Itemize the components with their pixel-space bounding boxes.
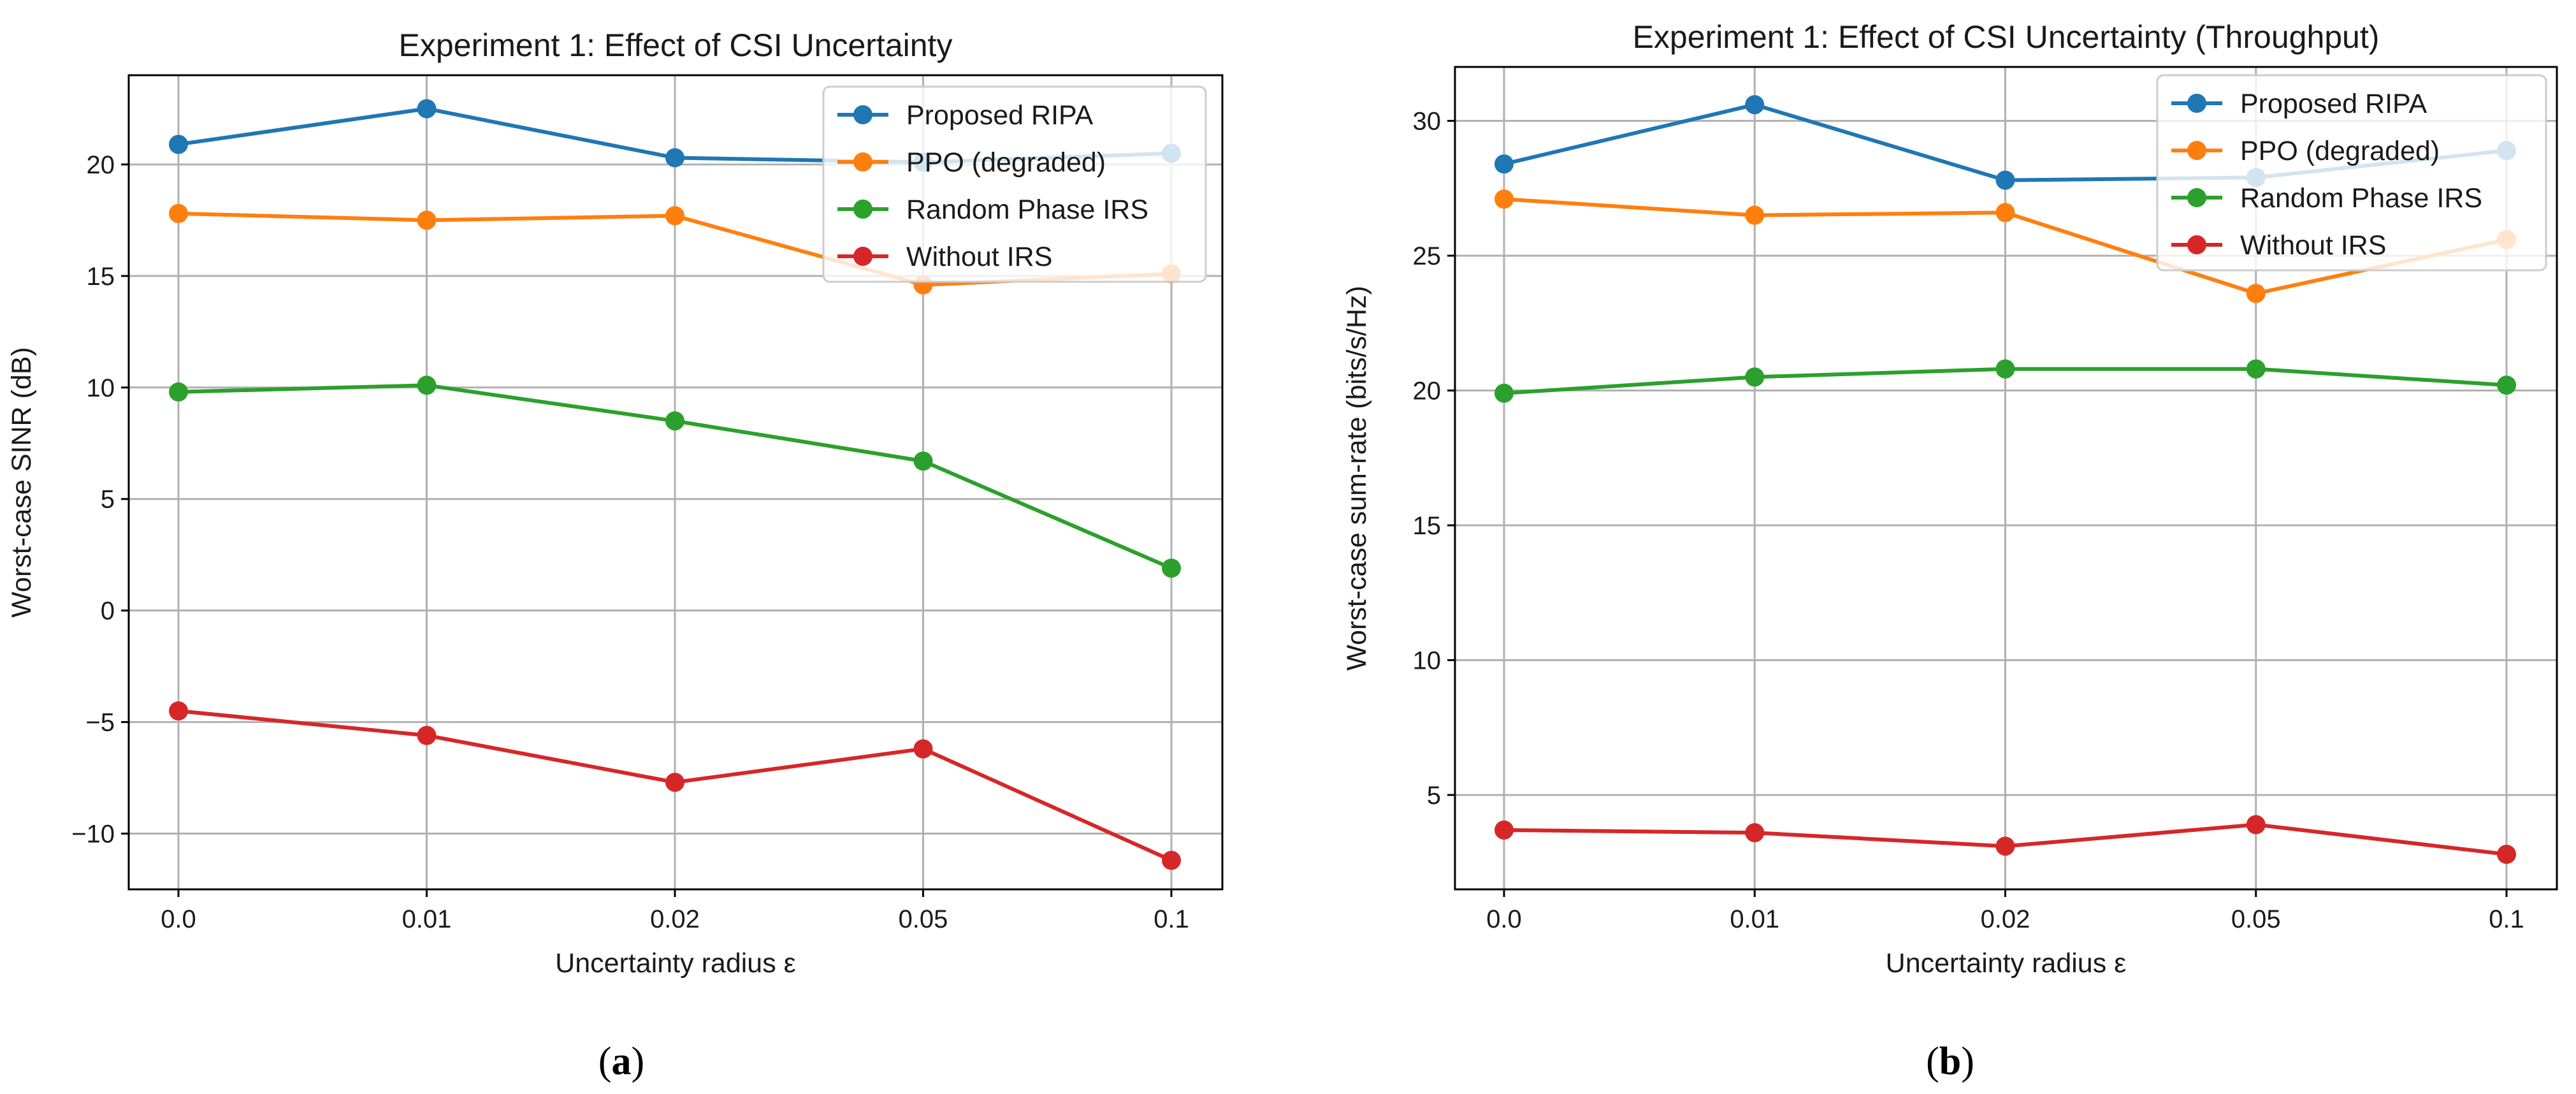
legend-label: PPO (degraded) <box>2240 136 2440 166</box>
y-tick-label: 10 <box>1413 646 1442 675</box>
data-point <box>665 148 684 168</box>
y-tick-label: 5 <box>101 486 115 514</box>
legend-item: Proposed RIPA <box>837 100 1094 131</box>
x-tick-label: 0.05 <box>2231 905 2281 933</box>
data-point <box>1494 189 1514 209</box>
data-point <box>2246 815 2266 835</box>
legend-marker <box>853 247 872 266</box>
data-point <box>665 773 684 792</box>
data-point <box>1995 203 2015 222</box>
data-point <box>665 206 684 226</box>
data-point <box>913 739 933 759</box>
y-tick-label: 5 <box>1427 782 1441 810</box>
data-point <box>1494 383 1514 403</box>
legend: Proposed RIPA PPO (degraded) Random Phase … <box>2156 74 2547 272</box>
y-tick-label: −5 <box>85 709 115 737</box>
y-tick-label: 0 <box>101 597 115 625</box>
legend-item: Without IRS <box>2171 230 2386 261</box>
legend-marker <box>2187 188 2206 207</box>
subfigure-caption: (a) <box>598 1040 644 1083</box>
data-point <box>417 376 437 395</box>
chart-title: Experiment 1: Effect of CSI Uncertainty <box>399 27 953 63</box>
series-random-phase-irs <box>1494 359 2516 403</box>
legend-label: Proposed RIPA <box>2240 89 2428 119</box>
legend-item: PPO (degraded) <box>2171 136 2440 166</box>
legend-marker <box>853 200 872 219</box>
data-point <box>1494 820 1514 840</box>
data-point <box>1745 205 1765 225</box>
data-point <box>169 135 188 154</box>
data-point <box>169 203 188 223</box>
x-axis-label: Uncertainty radius ε <box>555 948 796 979</box>
x-tick-label: 0.02 <box>1981 905 2030 933</box>
legend-label: Random Phase IRS <box>906 194 1148 225</box>
legend-box <box>2156 74 2547 272</box>
data-point <box>1745 367 1765 387</box>
legend-marker <box>853 105 872 124</box>
y-tick-label: 15 <box>1413 512 1442 540</box>
data-point <box>1162 850 1181 870</box>
legend-box <box>822 85 1207 283</box>
series-without-irs <box>169 701 1181 870</box>
legend-item: Proposed RIPA <box>2171 89 2428 119</box>
data-point <box>913 451 933 471</box>
y-tick-label: 15 <box>87 263 115 291</box>
data-point <box>1745 95 1765 115</box>
chart-panel-1: 0.0 0.01 0.02 0.05 0.1 −10 −5 0 5 10 15 20 Experimen… <box>6 27 1224 1083</box>
x-tick-label: 0.05 <box>899 905 948 933</box>
legend-marker <box>2187 235 2206 254</box>
data-point <box>2246 359 2266 379</box>
legend-marker <box>853 152 872 171</box>
data-point <box>2497 845 2516 864</box>
legend-item: Without IRS <box>837 242 1052 272</box>
legend-item: Random Phase IRS <box>837 194 1148 225</box>
x-tick-label: 0.0 <box>1486 905 1522 933</box>
x-tick-label: 0.1 <box>1154 905 1189 933</box>
y-tick-label: −10 <box>71 820 115 849</box>
y-axis-label: Worst-case SINR (dB) <box>6 347 37 618</box>
x-tick-label: 0.01 <box>1730 905 1779 933</box>
series-without-irs <box>1494 815 2516 864</box>
data-point <box>417 99 437 119</box>
legend-label: Random Phase IRS <box>2240 183 2482 214</box>
data-point <box>417 210 437 230</box>
x-tick-label: 0.01 <box>402 905 452 933</box>
legend-label: Without IRS <box>2240 230 2386 261</box>
data-point <box>1162 558 1181 578</box>
y-axis-label: Worst-case sum-rate (bits/s/Hz) <box>1342 286 1372 671</box>
series-random-phase-irs <box>169 376 1181 578</box>
y-tick-label: 10 <box>87 374 115 402</box>
legend: Proposed RIPA PPO (degraded) Random Phase … <box>822 85 1207 283</box>
data-point <box>417 726 437 745</box>
legend-item: Random Phase IRS <box>2171 183 2482 214</box>
legend-marker <box>2187 141 2206 160</box>
legend-label: Without IRS <box>906 242 1052 272</box>
data-point <box>665 411 684 431</box>
x-tick-label: 0.1 <box>2489 905 2524 933</box>
y-tick-label: 25 <box>1413 242 1442 270</box>
subfigure-caption: (b) <box>1926 1040 1974 1083</box>
y-tick-label: 30 <box>1413 108 1442 136</box>
y-tick-label: 20 <box>1413 377 1442 405</box>
data-point <box>2497 376 2516 395</box>
x-tick-label: 0.0 <box>161 905 196 933</box>
legend-label: Proposed RIPA <box>906 100 1094 131</box>
x-axis-label: Uncertainty radius ε <box>1886 948 2127 979</box>
data-point <box>169 382 188 402</box>
x-tick-label: 0.02 <box>650 905 700 933</box>
data-point <box>2246 284 2266 303</box>
chart-title: Experiment 1: Effect of CSI Uncertainty … <box>1633 19 2380 55</box>
data-point <box>1494 154 1514 174</box>
data-point <box>169 701 188 721</box>
legend-label: PPO (degraded) <box>906 147 1106 178</box>
legend-marker <box>2187 94 2206 113</box>
chart-panel-2: 0.0 0.01 0.02 0.05 0.1 5 10 15 20 25 30 Experiment … <box>1342 19 2558 1083</box>
legend-item: PPO (degraded) <box>837 147 1106 178</box>
data-point <box>1995 170 2015 190</box>
data-point <box>1745 823 1765 843</box>
data-point <box>1995 836 2015 856</box>
y-tick-label: 20 <box>87 151 115 179</box>
data-point <box>1995 359 2015 379</box>
